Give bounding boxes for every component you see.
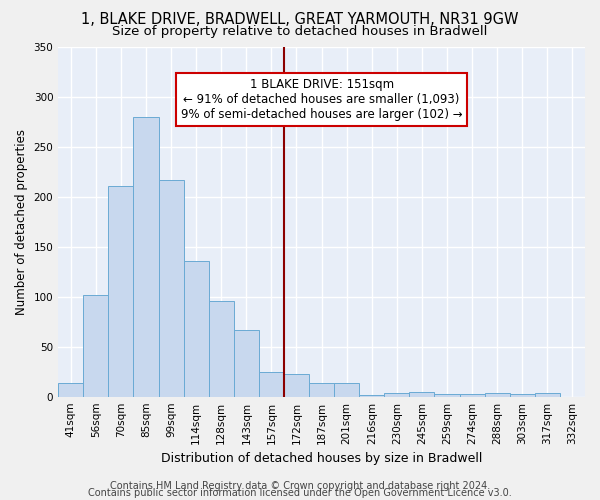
Bar <box>535 392 560 396</box>
Bar <box>460 394 485 396</box>
Text: Contains HM Land Registry data © Crown copyright and database right 2024.: Contains HM Land Registry data © Crown c… <box>110 481 490 491</box>
Bar <box>158 180 184 396</box>
Bar <box>109 186 133 396</box>
Text: Contains public sector information licensed under the Open Government Licence v3: Contains public sector information licen… <box>88 488 512 498</box>
Bar <box>133 116 158 396</box>
Bar <box>385 392 409 396</box>
Bar <box>309 382 334 396</box>
Text: Size of property relative to detached houses in Bradwell: Size of property relative to detached ho… <box>112 25 488 38</box>
Bar <box>409 392 434 396</box>
Bar <box>434 394 460 396</box>
Bar <box>184 260 209 396</box>
X-axis label: Distribution of detached houses by size in Bradwell: Distribution of detached houses by size … <box>161 452 482 465</box>
Bar <box>58 382 83 396</box>
Text: 1 BLAKE DRIVE: 151sqm
← 91% of detached houses are smaller (1,093)
9% of semi-de: 1 BLAKE DRIVE: 151sqm ← 91% of detached … <box>181 78 463 121</box>
Bar <box>510 394 535 396</box>
Text: 1, BLAKE DRIVE, BRADWELL, GREAT YARMOUTH, NR31 9GW: 1, BLAKE DRIVE, BRADWELL, GREAT YARMOUTH… <box>81 12 519 28</box>
Bar <box>334 382 359 396</box>
Bar <box>209 300 234 396</box>
Bar <box>284 374 309 396</box>
Bar <box>259 372 284 396</box>
Bar <box>359 394 385 396</box>
Y-axis label: Number of detached properties: Number of detached properties <box>15 128 28 314</box>
Bar <box>83 294 109 396</box>
Bar <box>485 392 510 396</box>
Bar <box>234 330 259 396</box>
